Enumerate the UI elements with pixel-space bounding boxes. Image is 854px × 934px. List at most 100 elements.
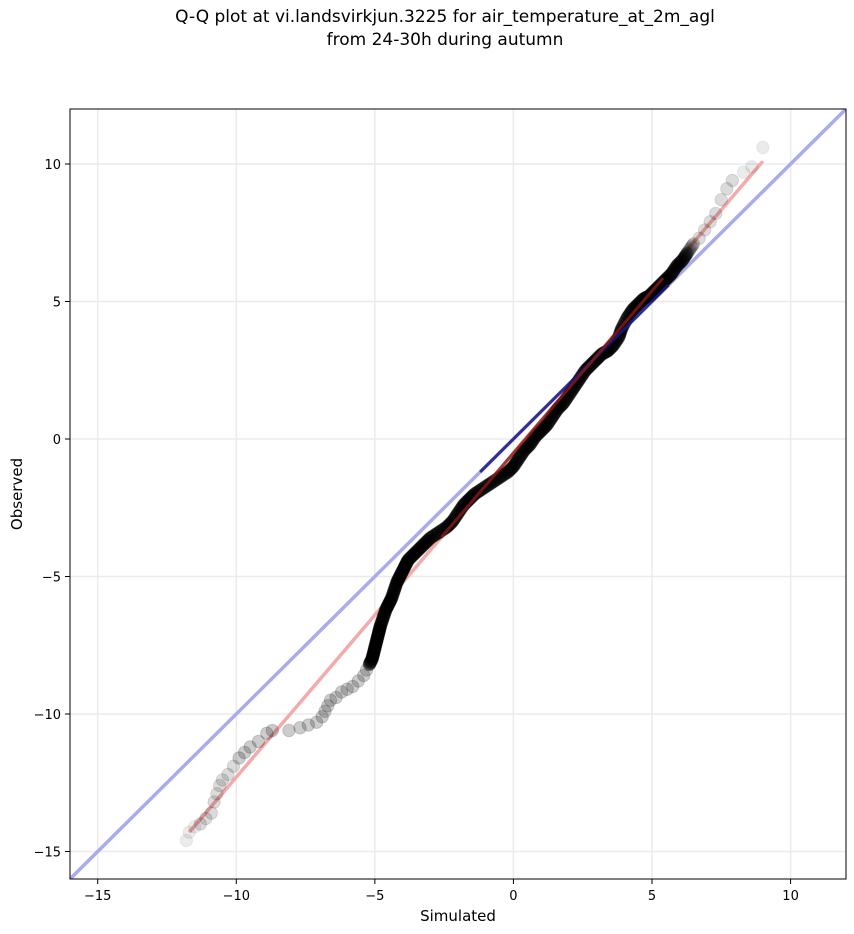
quantile-point [630,298,644,312]
quantile-point [414,540,428,554]
reference-lines [70,109,846,879]
quantile-point [364,653,379,667]
quantile-point [365,651,380,665]
quantile-point [371,629,385,643]
quantile-point [663,268,678,282]
quantile-point [377,606,392,621]
quantile-point [370,631,385,645]
quantile-point [697,223,712,237]
quantile-point [503,463,517,477]
quantile-point [367,642,382,656]
quantile-point [315,710,329,724]
quantile-point [509,455,523,470]
quantile-point [537,421,551,435]
quantile-point [498,467,512,481]
quantile-point [377,608,391,622]
quantile-point [685,238,700,252]
y-tick-label: 10 [44,158,61,173]
quantile-point [363,656,377,671]
quantile-point [416,538,430,553]
y-tick-label: 0 [53,433,61,448]
quantile-point [418,535,433,550]
quantile-point [675,253,690,267]
quantile-point [443,516,458,531]
quantile-point [587,355,601,369]
quantile-point [426,529,440,543]
quantile-point [703,215,717,229]
quantile-point [371,627,386,641]
quantile-point [515,447,529,461]
quantile-point [483,477,497,491]
quantile-point [382,595,397,609]
quantile-point [364,655,378,669]
identity-line [70,109,846,879]
quantile-point [373,621,387,635]
quantile-point [370,633,384,648]
quantile-point [511,452,525,467]
quantile-point [510,454,524,468]
quantile-point [365,652,379,666]
quantile-point [505,460,520,475]
quantile-point [669,260,683,274]
quantile-point [366,649,380,663]
plot-frame [69,108,847,880]
quantile-point [370,630,385,644]
chart-title-line-1: Q-Q plot at vi.landsvirkjun.3225 for air… [175,7,715,27]
quantile-point [503,462,518,476]
quantile-point [421,533,436,547]
quantile-point [589,352,604,366]
quantile-point [624,305,638,320]
quantile-point [381,599,395,613]
quantile-point [409,545,424,559]
quantile-point [418,536,432,551]
quantile-point [686,237,701,251]
quantile-point [628,300,643,314]
x-tick-label: 5 [648,889,656,904]
quantile-point [379,601,394,616]
quantile-point [282,723,296,738]
quantile-point [385,590,399,604]
quantile-point [357,668,371,683]
quantile-point [470,485,485,499]
quantile-point [381,598,395,612]
quantile-point [369,637,383,652]
quantile-point [538,420,552,434]
quantile-point [384,591,399,606]
quantile-point [623,307,637,321]
quantile-point [667,263,681,277]
quantile-point [410,544,425,558]
quantile-point [536,422,550,436]
quantile-point [388,579,403,593]
quantile-point [684,241,698,255]
quantile-point [368,639,383,653]
quantile-point [665,265,680,280]
quantile-point [725,173,740,188]
quantile-point [399,557,413,572]
quantile-point [401,553,415,567]
quantile-point [370,633,384,647]
quantile-point [679,248,693,262]
quantile-point [624,304,639,318]
quantile-point [591,350,606,365]
quantile-point [368,641,382,655]
quantile-point [393,568,407,583]
quantile-point [539,418,554,432]
quantile-point [662,269,677,283]
quantile-point [668,261,682,276]
quantile-point [378,604,393,618]
quantile-point [446,513,461,527]
quantile-point [395,565,409,579]
quantile-point [380,600,395,614]
quantile-point [415,539,429,553]
quantile-point [386,587,400,602]
quantile-point [406,548,420,563]
quantile-point [499,466,514,480]
quantile-point [395,564,410,578]
quantile-point [519,441,534,455]
quantile-point [516,444,531,459]
quantile-point [681,245,695,259]
quantile-point [260,726,274,740]
quantile-point [444,515,459,530]
x-tick-label: −10 [223,889,250,904]
quantile-point [375,615,389,629]
